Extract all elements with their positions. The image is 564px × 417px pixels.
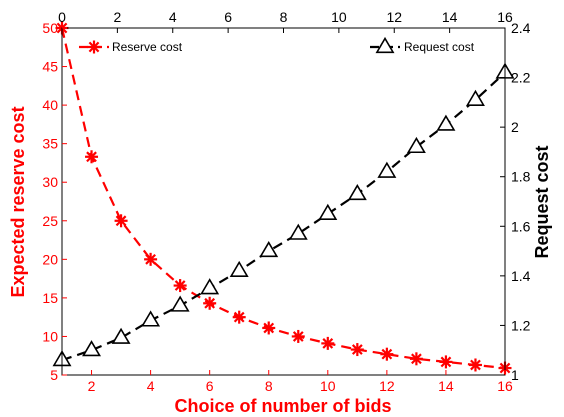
series-1-point-10 bbox=[347, 183, 367, 201]
y2-tick-label-5: 2 bbox=[511, 119, 519, 135]
series-0-point-2-stroke bbox=[115, 215, 127, 227]
legend-request-marker bbox=[375, 36, 395, 54]
x-tick-label-2: 6 bbox=[206, 378, 214, 394]
y-tick-label-4: 25 bbox=[42, 213, 58, 229]
series-0-point-7-stroke bbox=[263, 322, 275, 334]
y2-tick-label-4: 1.8 bbox=[511, 169, 531, 185]
series-0-point-6 bbox=[232, 310, 246, 324]
series-0-point-5-stroke bbox=[204, 297, 216, 309]
x-tick-label-5: 12 bbox=[379, 378, 395, 394]
x2-tick-label-0: 0 bbox=[58, 9, 66, 25]
series-0-point-13 bbox=[439, 355, 453, 369]
legend-reserve-marker bbox=[87, 40, 101, 54]
y2-tick-label-2: 1.4 bbox=[511, 268, 531, 284]
series-0-point-6-stroke bbox=[233, 311, 245, 323]
x2-tick-label-5: 10 bbox=[331, 9, 347, 25]
series-0-point-5 bbox=[203, 296, 217, 310]
series-0-point-3 bbox=[144, 252, 158, 266]
series-1-point-2 bbox=[111, 327, 131, 344]
series-0-point-4 bbox=[173, 279, 187, 293]
legend-reserve-asterisk-stroke bbox=[88, 41, 100, 53]
legend-request-triangle bbox=[375, 36, 395, 54]
y-tick-label-2: 15 bbox=[42, 290, 58, 306]
series-0-point-2 bbox=[114, 214, 128, 228]
series-0-point-12 bbox=[409, 352, 423, 366]
x-tick-label-1: 4 bbox=[147, 378, 155, 394]
series-0-point-1-stroke bbox=[86, 151, 97, 163]
x2-tick-label-3: 6 bbox=[224, 9, 232, 25]
x-tick-label-3: 8 bbox=[265, 378, 273, 394]
legend: Reserve cost Request cost bbox=[79, 36, 475, 54]
series-0-point-1 bbox=[85, 150, 99, 164]
series-1-point-6 bbox=[229, 260, 249, 277]
x-tick-label-6: 14 bbox=[438, 378, 454, 394]
y-tick-label-3: 20 bbox=[42, 251, 58, 267]
series-0-point-14-stroke bbox=[470, 359, 481, 371]
series-line-1 bbox=[61, 71, 506, 362]
x2-tick-label-2: 4 bbox=[169, 9, 177, 25]
series-1-point-11 bbox=[377, 161, 397, 178]
legend-reserve-asterisk bbox=[87, 40, 101, 54]
x2-tick-label-6: 12 bbox=[386, 9, 402, 25]
series-0-point-10-stroke bbox=[351, 344, 363, 355]
y-tick-label-8: 45 bbox=[42, 59, 58, 75]
series-0-point-11 bbox=[380, 347, 394, 361]
series-1-point-3 bbox=[141, 310, 161, 327]
ticks-layer: 2 4 6 8 10 12 14 160 2 4 6 8 10 12 14 16510152025303540… bbox=[42, 9, 530, 394]
series-0-point-3-stroke bbox=[145, 253, 156, 265]
y-tick-label-7: 40 bbox=[42, 97, 58, 113]
series-1-point-8 bbox=[288, 223, 308, 240]
y2-axis-label: Request cost bbox=[532, 145, 552, 258]
series-0-point-9 bbox=[321, 336, 335, 350]
legend-reserve-label: Reserve cost bbox=[112, 40, 183, 54]
series-line-0 bbox=[60, 27, 506, 370]
series-1-point-13 bbox=[436, 114, 456, 131]
series-1-point-1 bbox=[82, 340, 102, 357]
series-1-point-12 bbox=[406, 136, 426, 154]
y2-tick-label-3: 1.6 bbox=[511, 218, 531, 234]
x-tick-label-0: 2 bbox=[88, 378, 96, 394]
y-tick-label-1: 10 bbox=[42, 328, 58, 344]
y2-tick-label-0: 1 bbox=[511, 367, 519, 383]
x2-tick-label-8: 16 bbox=[497, 9, 513, 25]
x2-tick-label-7: 14 bbox=[442, 9, 458, 25]
series-0-point-4-stroke bbox=[174, 280, 186, 291]
y2-tick-label-7: 2.4 bbox=[511, 20, 531, 36]
series-1-point-5 bbox=[200, 278, 220, 295]
x-axis-label: Choice of number of bids bbox=[174, 396, 391, 416]
y-tick-label-6: 35 bbox=[42, 136, 58, 152]
series-1-point-7 bbox=[259, 240, 279, 258]
y-axis-label: Expected reserve cost bbox=[8, 106, 28, 297]
series-0-point-8 bbox=[291, 329, 305, 343]
series-0-point-14 bbox=[468, 358, 482, 372]
series-0-point-9-stroke bbox=[322, 338, 334, 349]
x2-tick-label-4: 8 bbox=[280, 9, 288, 25]
series-0-point-13-stroke bbox=[440, 356, 452, 368]
legend-request-label: Request cost bbox=[404, 40, 475, 54]
y2-tick-label-6: 2.2 bbox=[511, 70, 531, 86]
y-tick-label-9: 50 bbox=[42, 20, 58, 36]
series-1-point-9 bbox=[318, 203, 338, 220]
y-tick-label-0: 5 bbox=[50, 367, 58, 383]
series-0-point-12-stroke bbox=[411, 353, 422, 365]
series-0-point-8-stroke bbox=[292, 331, 304, 342]
series-0-point-10 bbox=[350, 343, 364, 357]
x-tick-label-7: 16 bbox=[497, 378, 513, 394]
x2-tick-label-1: 2 bbox=[113, 9, 121, 25]
series-1-point-14 bbox=[465, 89, 485, 106]
x-tick-label-4: 10 bbox=[320, 378, 336, 394]
series-0-point-11-stroke bbox=[381, 348, 393, 360]
y-tick-label-5: 30 bbox=[42, 174, 58, 190]
y2-tick-label-1: 1.2 bbox=[511, 317, 531, 333]
series-layer bbox=[52, 21, 515, 375]
series-1-point-4 bbox=[170, 295, 190, 312]
series-0-point-7 bbox=[262, 321, 276, 335]
